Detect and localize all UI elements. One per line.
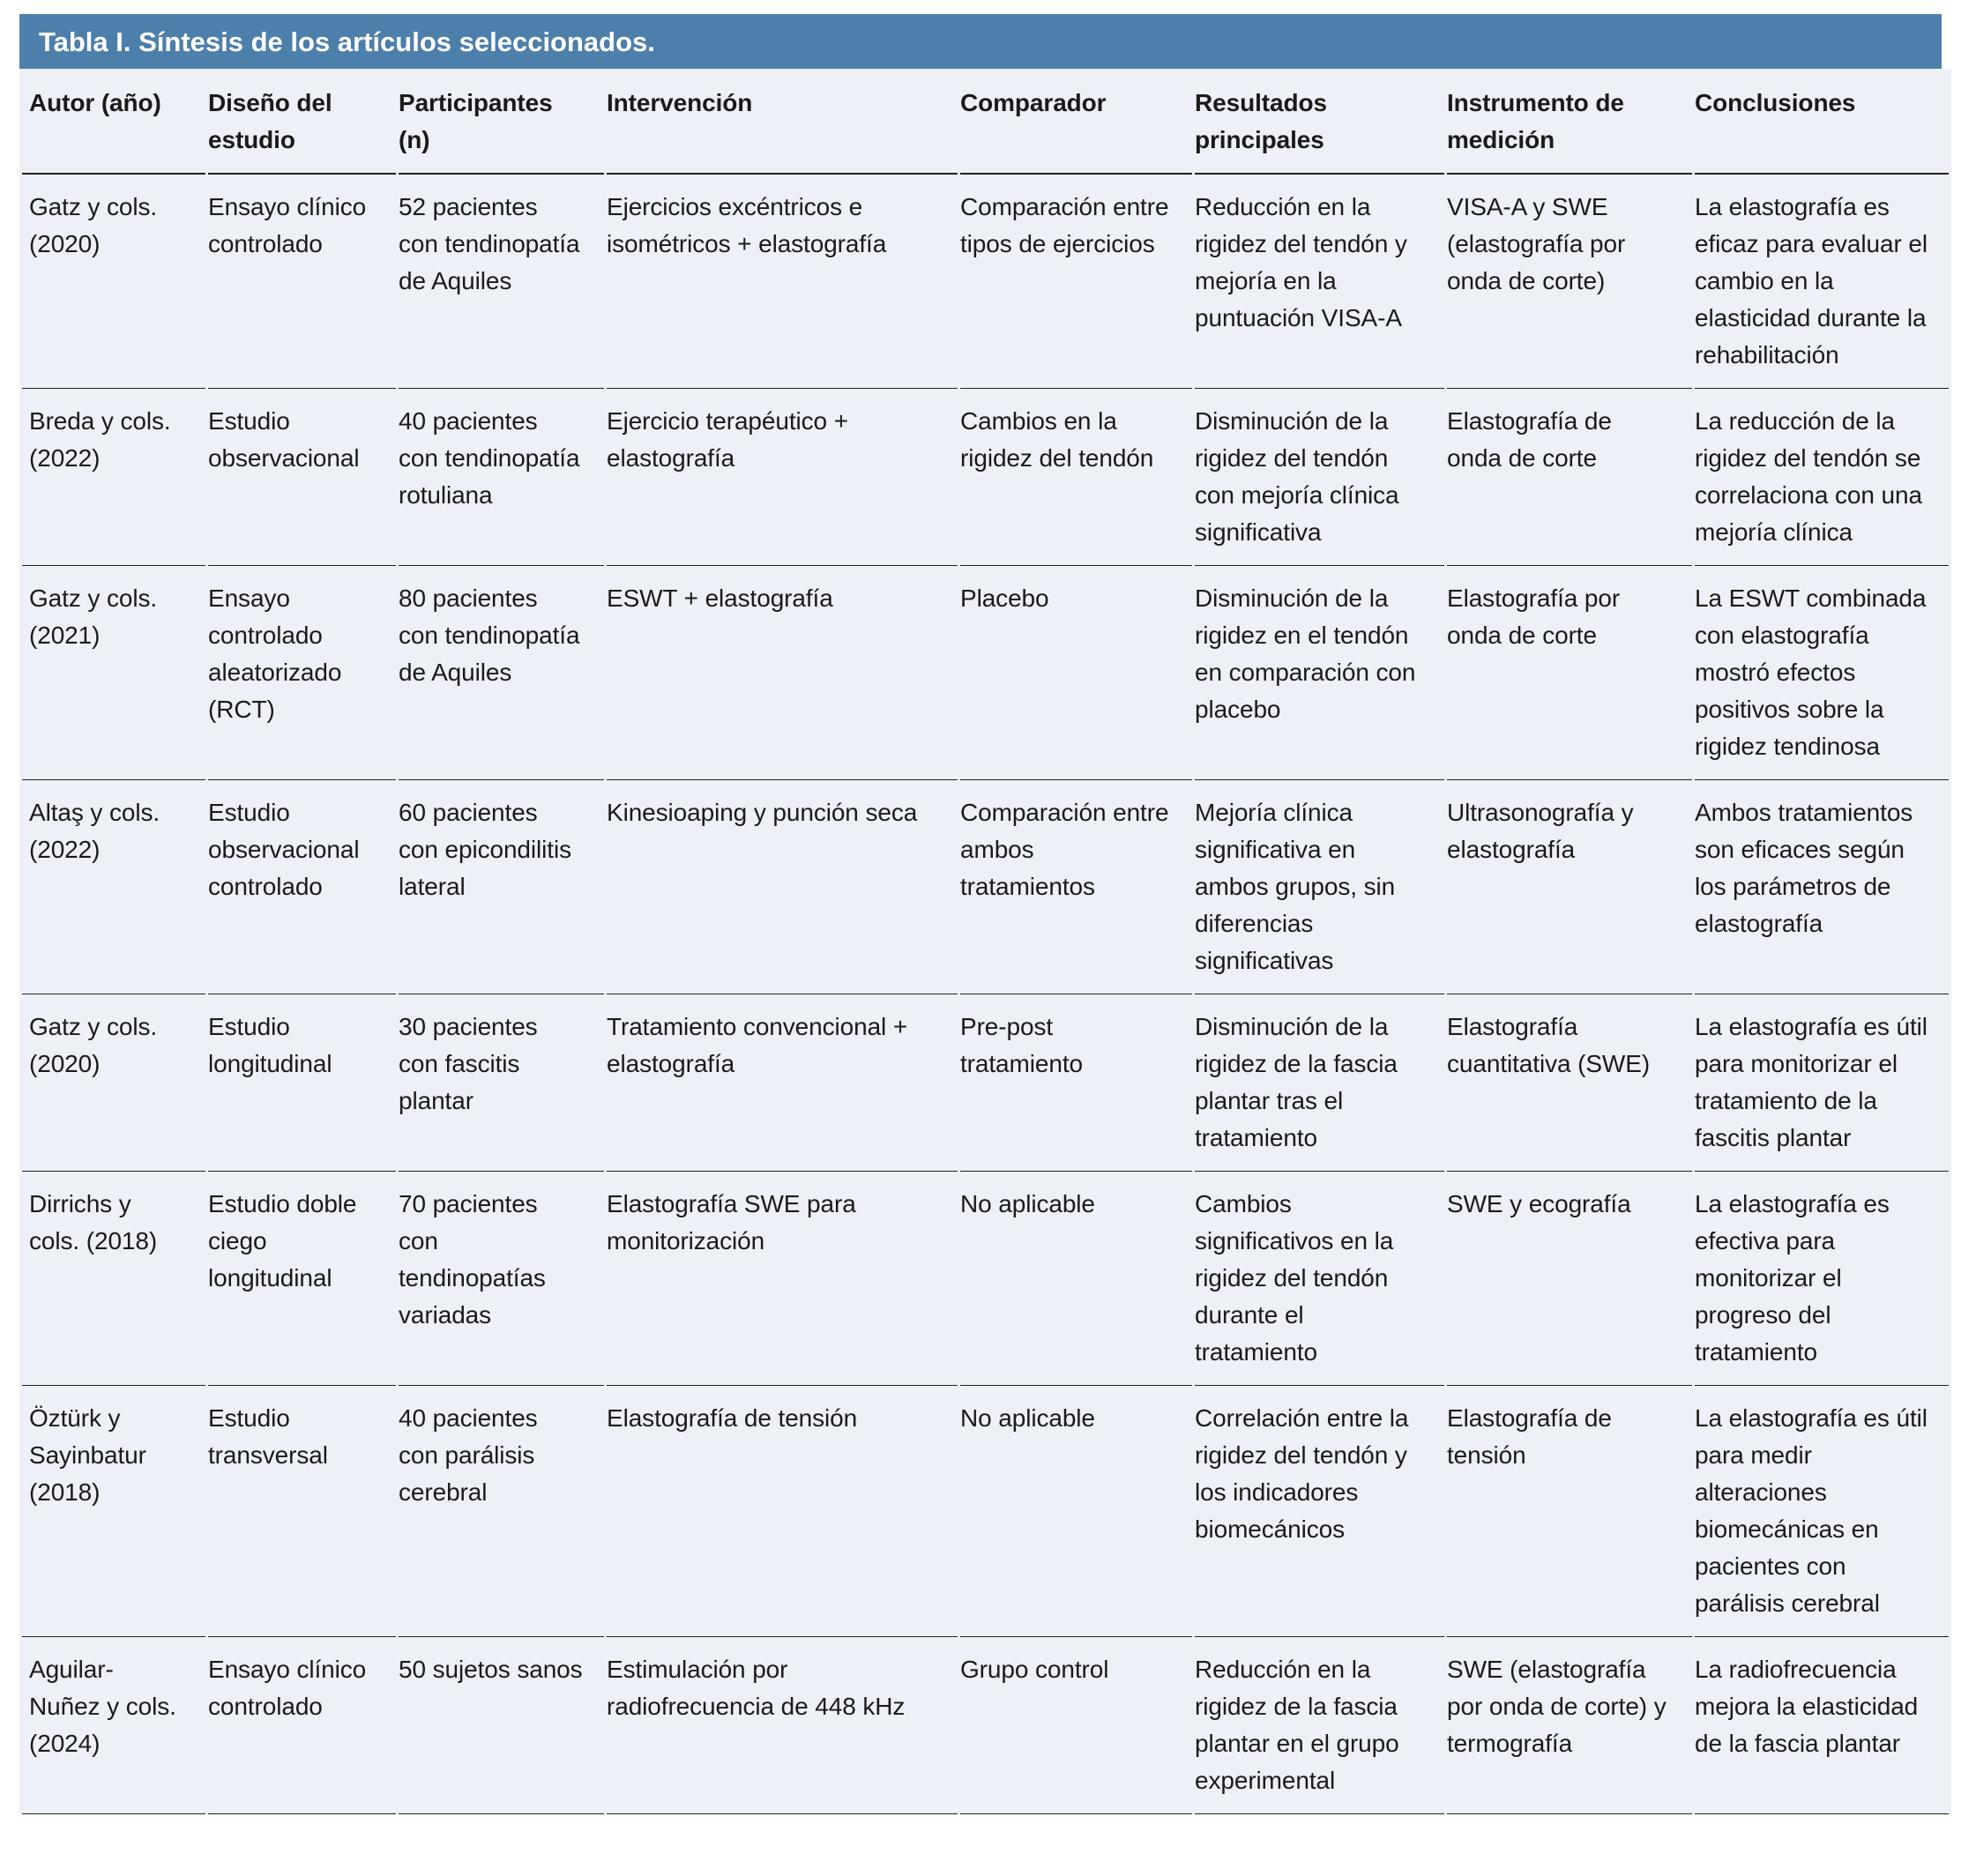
table-cell: La elastografía es útil para monitorizar… — [1695, 994, 1949, 1172]
table-cell: Disminución de la rigidez del tendón con… — [1195, 389, 1444, 566]
table-cell: Kinesioaping y punción seca — [607, 780, 958, 994]
table-body: Gatz y cols. (2020) Ensayo clínico contro… — [22, 175, 1949, 1814]
table-cell: 50 sujetos sanos — [399, 1637, 604, 1814]
table-row: Aguilar-Nuñez y cols. (2024) Ensayo clíni… — [22, 1637, 1949, 1814]
table-cell: La elastografía es eficaz para evaluar e… — [1695, 175, 1949, 389]
table-cell: Ensayo clínico controlado — [208, 175, 396, 389]
table-cell: 40 pacientes con parálisis cerebral — [399, 1386, 604, 1637]
data-table: Autor (año) Diseño del estudio Participant… — [19, 69, 1951, 1814]
table-cell: Reducción en la rigidez de la fascia pla… — [1195, 1637, 1444, 1814]
table-cell: Grupo control — [960, 1637, 1192, 1814]
table-cell: Tratamiento convencional + elastografía — [607, 994, 958, 1172]
table-cell: Estudio observacional controlado — [208, 780, 396, 994]
table-cell: 52 pacientes con tendinopatía de Aquiles — [399, 175, 604, 389]
table-cell: Correlación entre la rigidez del tendón … — [1195, 1386, 1444, 1637]
table-cell: 60 pacientes con epicondilitis lateral — [399, 780, 604, 994]
table-cell: Comparación entre tipos de ejercicios — [960, 175, 1192, 389]
column-header: Conclusiones — [1695, 69, 1949, 175]
table-cell: Öztürk y Sayinbatur (2018) — [22, 1386, 205, 1637]
table-cell: Dirrichs y cols. (2018) — [22, 1172, 205, 1386]
table-cell: Pre-post tratamiento — [960, 994, 1192, 1172]
table-cell: Comparación entre ambos tratamientos — [960, 780, 1192, 994]
table-cell: Disminución de la rigidez en el tendón e… — [1195, 566, 1444, 780]
table-title-bar: Tabla I. Síntesis de los artículos selec… — [19, 14, 1942, 69]
column-header: Comparador — [960, 69, 1192, 175]
table-cell: Estudio doble ciego longitudinal — [208, 1172, 396, 1386]
table-row: Dirrichs y cols. (2018) Estudio doble cie… — [22, 1172, 1949, 1386]
table-cell: Cambios significativos en la rigidez del… — [1195, 1172, 1444, 1386]
table-cell: Aguilar-Nuñez y cols. (2024) — [22, 1637, 205, 1814]
table-cell: La elastografía es útil para medir alter… — [1695, 1386, 1949, 1637]
table-cell: Gatz y cols. (2021) — [22, 566, 205, 780]
table-cell: Placebo — [960, 566, 1192, 780]
table-cell: Elastografía de onda de corte — [1447, 389, 1692, 566]
table-cell: 30 pacientes con fascitis plantar — [399, 994, 604, 1172]
table-cell: Estimulación por radiofrecuencia de 448 … — [607, 1637, 958, 1814]
table-cell: Ensayo clínico controlado — [208, 1637, 396, 1814]
table-cell: Gatz y cols. (2020) — [22, 175, 205, 389]
table-cell: Elastografía por onda de corte — [1447, 566, 1692, 780]
table-row: Gatz y cols. (2020) Ensayo clínico contro… — [22, 175, 1949, 389]
table-cell: Ensayo controlado aleatorizado (RCT) — [208, 566, 396, 780]
table-cell: Cambios en la rigidez del tendón — [960, 389, 1192, 566]
table-cell: Elastografía de tensión — [607, 1386, 958, 1637]
table-cell: Estudio longitudinal — [208, 994, 396, 1172]
table-cell: 70 pacientes con tendinopatías variadas — [399, 1172, 604, 1386]
table-cell: Estudio observacional — [208, 389, 396, 566]
table-row: Gatz y cols. (2020) Estudio longitudinal 3… — [22, 994, 1949, 1172]
table-cell: Gatz y cols. (2020) — [22, 994, 205, 1172]
table-cell: SWE y ecografía — [1447, 1172, 1692, 1386]
table-cell: Breda y cols. (2022) — [22, 389, 205, 566]
table-cell: Reducción en la rigidez del tendón y mej… — [1195, 175, 1444, 389]
column-header: Diseño del estudio — [208, 69, 396, 175]
table-cell: No aplicable — [960, 1386, 1192, 1637]
table-cell: Mejoría clínica significativa en ambos g… — [1195, 780, 1444, 994]
table-cell: Elastografía cuantitativa (SWE) — [1447, 994, 1692, 1172]
table-row: Altaş y cols. (2022) Estudio observaciona… — [22, 780, 1949, 994]
column-header: Instrumento de medición — [1447, 69, 1692, 175]
table-cell: La radiofrecuencia mejora la elasticidad… — [1695, 1637, 1949, 1814]
table-cell: Ultrasonografía y elastografía — [1447, 780, 1692, 994]
column-header: Participantes (n) — [399, 69, 604, 175]
table-cell: 40 pacientes con tendinopatía rotuliana — [399, 389, 604, 566]
table-row: Gatz y cols. (2021) Ensayo controlado ale… — [22, 566, 1949, 780]
table-cell: ESWT + elastografía — [607, 566, 958, 780]
column-header: Autor (año) — [22, 69, 205, 175]
table-cell: La ESWT combinada con elastografía mostr… — [1695, 566, 1949, 780]
table-cell: Ambos tratamientos son eficaces según lo… — [1695, 780, 1949, 994]
table-cell: Estudio transversal — [208, 1386, 396, 1637]
table-cell: La elastografía es efectiva para monitor… — [1695, 1172, 1949, 1386]
table-row: Breda y cols. (2022) Estudio observaciona… — [22, 389, 1949, 566]
table-cell: Ejercicios excéntricos e isométricos + e… — [607, 175, 958, 389]
table-cell: Elastografía de tensión — [1447, 1386, 1692, 1637]
table-cell: Ejercicio terapéutico + elastografía — [607, 389, 958, 566]
column-header: Resultados principales — [1195, 69, 1444, 175]
table-row: Öztürk y Sayinbatur (2018) Estudio transv… — [22, 1386, 1949, 1637]
table-cell: No aplicable — [960, 1172, 1192, 1386]
table-cell: VISA-A y SWE (elastografía por onda de c… — [1447, 175, 1692, 389]
table-card: Tabla I. Síntesis de los artículos selec… — [19, 14, 1951, 1814]
header-row: Autor (año) Diseño del estudio Participant… — [22, 69, 1949, 175]
table-title: Tabla I. Síntesis de los artículos selec… — [39, 26, 655, 57]
table-cell: Disminución de la rigidez de la fascia p… — [1195, 994, 1444, 1172]
table-cell: 80 pacientes con tendinopatía de Aquiles — [399, 566, 604, 780]
table-cell: SWE (elastografía por onda de corte) y t… — [1447, 1637, 1692, 1814]
table-cell: Altaş y cols. (2022) — [22, 780, 205, 994]
column-header: Intervención — [607, 69, 958, 175]
table-cell: Elastografía SWE para monitorización — [607, 1172, 958, 1386]
table-cell: La reducción de la rigidez del tendón se… — [1695, 389, 1949, 566]
